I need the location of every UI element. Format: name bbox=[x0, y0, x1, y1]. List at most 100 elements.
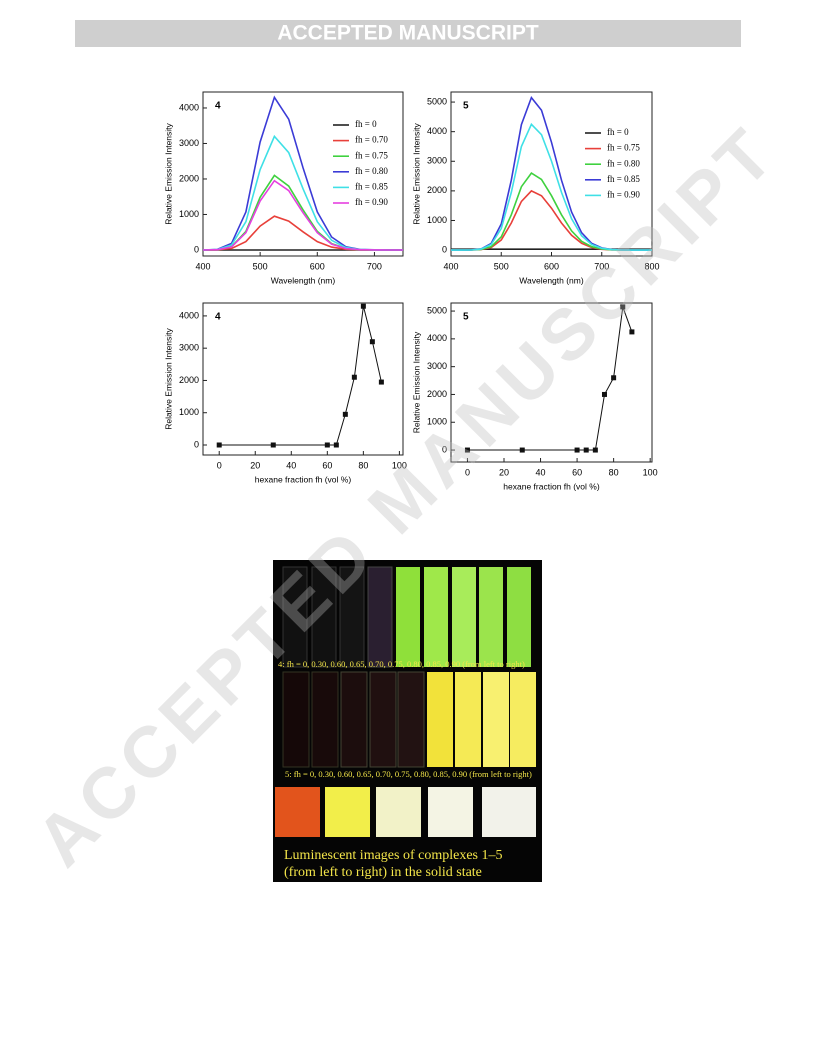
solid-sample bbox=[275, 787, 320, 837]
legend-label: fh = 0 bbox=[607, 127, 629, 137]
marker bbox=[369, 339, 375, 345]
caption-5: 5: fh = 0, 0.30, 0.60, 0.65, 0.70, 0.75,… bbox=[285, 769, 532, 779]
vial bbox=[311, 566, 337, 668]
x-tick-label: 80 bbox=[609, 467, 619, 477]
x-axis-label: Wavelength (nm) bbox=[519, 275, 584, 285]
y-tick-label: 5000 bbox=[427, 96, 447, 106]
x-tick-label: 100 bbox=[392, 460, 407, 470]
y-tick-label: 3000 bbox=[179, 138, 199, 148]
x-tick-label: 40 bbox=[286, 460, 296, 470]
legend-label: fh = 0.85 bbox=[607, 174, 640, 184]
y-tick-label: 3000 bbox=[179, 343, 199, 353]
y-tick-label: 2000 bbox=[427, 185, 447, 195]
x-tick-label: 60 bbox=[322, 460, 332, 470]
marker bbox=[611, 375, 617, 381]
y-tick-label: 3000 bbox=[427, 361, 447, 371]
y-tick-label: 2000 bbox=[427, 389, 447, 399]
x-tick-label: 700 bbox=[594, 261, 609, 271]
panel-label: 5 bbox=[463, 312, 469, 323]
x-tick-label: 80 bbox=[358, 460, 368, 470]
vial bbox=[397, 671, 425, 768]
y-tick-label: 4000 bbox=[179, 102, 199, 112]
marker bbox=[378, 379, 384, 385]
vials-5 bbox=[282, 671, 536, 768]
y-tick-label: 4000 bbox=[179, 310, 199, 320]
x-tick-label: 20 bbox=[499, 467, 509, 477]
x-tick-label: 700 bbox=[367, 261, 382, 271]
solid-sample bbox=[428, 787, 473, 837]
y-tick-label: 0 bbox=[442, 244, 447, 254]
marker bbox=[629, 329, 635, 335]
marker bbox=[601, 391, 607, 397]
x-tick-label: 20 bbox=[250, 460, 260, 470]
x-tick-label: 0 bbox=[217, 460, 222, 470]
vial bbox=[479, 567, 503, 667]
vial bbox=[367, 566, 393, 668]
marker bbox=[583, 447, 589, 453]
solid-sample bbox=[482, 787, 536, 837]
legend-label: fh = 0.85 bbox=[355, 181, 388, 191]
marker bbox=[360, 303, 366, 309]
series-line bbox=[451, 122, 652, 251]
vial bbox=[311, 671, 339, 768]
series-line bbox=[202, 179, 403, 251]
legend-label: fh = 0.80 bbox=[607, 158, 640, 168]
solid-sample bbox=[325, 787, 370, 837]
plot-frame bbox=[202, 91, 404, 257]
legend-label: fh = 0.90 bbox=[607, 189, 640, 199]
x-tick-label: 600 bbox=[310, 261, 325, 271]
marker bbox=[351, 374, 357, 380]
chart: 400 500 600 700 0 1000 2000 3000 4000 Wavelength … bbox=[163, 91, 404, 285]
marker bbox=[333, 442, 339, 448]
y-tick-label: 3000 bbox=[427, 156, 447, 166]
legend-label: fh = 0.75 bbox=[355, 150, 388, 160]
y-tick-label: 5000 bbox=[427, 305, 447, 315]
y-tick-label: 2000 bbox=[179, 173, 199, 183]
x-axis-label: Wavelength (nm) bbox=[271, 275, 336, 285]
vial bbox=[339, 566, 365, 668]
x-tick-label: 0 bbox=[465, 467, 470, 477]
y-axis-label: Relative Emission Intensity bbox=[163, 327, 173, 429]
x-tick-label: 500 bbox=[494, 261, 509, 271]
vial bbox=[483, 672, 509, 767]
vial bbox=[510, 672, 536, 767]
vial bbox=[507, 567, 531, 667]
marker bbox=[464, 447, 470, 453]
legend-label: fh = 0 bbox=[355, 119, 377, 129]
x-tick-label: 100 bbox=[643, 467, 658, 477]
caption-solid: Luminescent images of complexes 1–5 bbox=[284, 848, 503, 863]
photo: 4: fh = 0, 0.30, 0.60, 0.65, 0.70, 0.75,… bbox=[273, 560, 542, 882]
y-axis-label: Relative Emission Intensity bbox=[411, 331, 421, 433]
marker bbox=[620, 304, 626, 310]
solid-sample bbox=[376, 787, 421, 837]
panel-label: 5 bbox=[463, 101, 469, 112]
legend-label: fh = 0.75 bbox=[607, 143, 640, 153]
vial bbox=[369, 671, 397, 768]
vial bbox=[282, 566, 308, 668]
y-axis-label: Relative Emission Intensity bbox=[163, 122, 173, 224]
x-axis-label: hexane fraction fh (vol %) bbox=[255, 474, 352, 484]
caption-4: 4: fh = 0, 0.30, 0.60, 0.65, 0.70, 0.75,… bbox=[278, 659, 525, 669]
y-tick-label: 1000 bbox=[427, 215, 447, 225]
x-tick-label: 400 bbox=[443, 261, 458, 271]
header: ACCEPTED MANUSCRIPT bbox=[277, 22, 539, 45]
x-tick-label: 800 bbox=[644, 261, 659, 271]
vial bbox=[396, 567, 420, 667]
header-bar bbox=[75, 20, 741, 47]
vial bbox=[424, 567, 448, 667]
series-line bbox=[219, 306, 382, 446]
y-tick-label: 1000 bbox=[179, 407, 199, 417]
legend-label: fh = 0.70 bbox=[355, 135, 388, 145]
y-tick-label: 0 bbox=[194, 244, 199, 254]
vial bbox=[452, 567, 476, 667]
y-tick-label: 4000 bbox=[427, 126, 447, 136]
panel-label: 4 bbox=[215, 312, 221, 323]
y-axis-label: Relative Emission Intensity bbox=[411, 122, 421, 224]
panel-label: 4 bbox=[215, 101, 221, 112]
vial bbox=[282, 671, 310, 768]
vial bbox=[427, 672, 453, 767]
marker bbox=[574, 447, 580, 453]
x-axis-label: hexane fraction fh (vol %) bbox=[503, 481, 600, 491]
plot-frame bbox=[450, 302, 653, 463]
caption-solid: (from left to right) in the solid state bbox=[284, 865, 482, 880]
